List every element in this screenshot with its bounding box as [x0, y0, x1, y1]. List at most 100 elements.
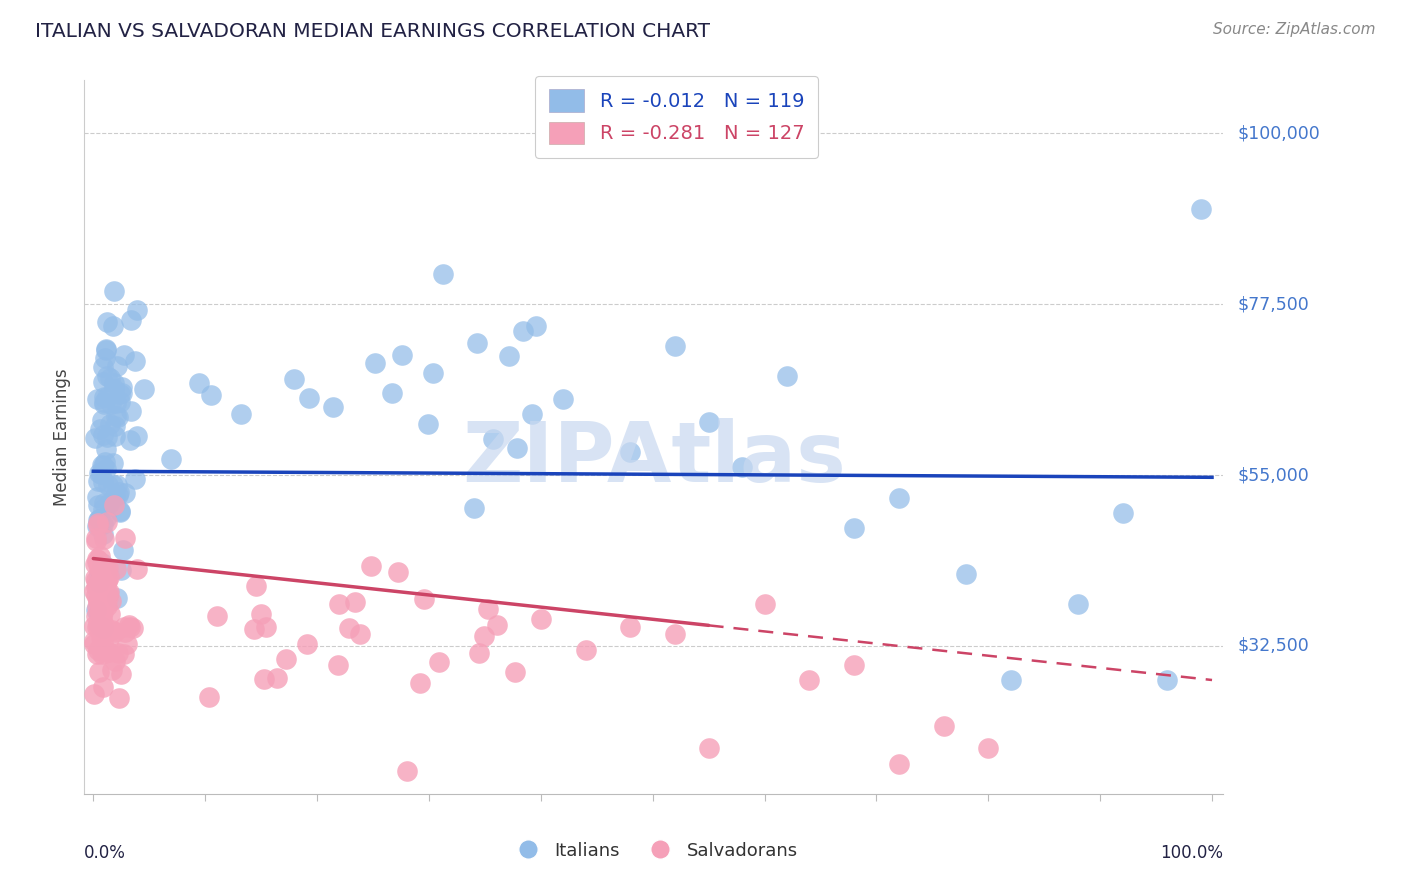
Point — [731, 460, 754, 475]
Point — [200, 388, 222, 402]
Point — [422, 366, 444, 380]
Point — [87, 607, 110, 622]
Point — [101, 623, 124, 637]
Point — [114, 531, 136, 545]
Point — [90, 413, 112, 427]
Point — [94, 646, 117, 660]
Point — [977, 741, 1000, 756]
Point — [89, 600, 111, 615]
Point — [91, 458, 114, 473]
Point — [108, 506, 131, 520]
Point — [104, 490, 127, 504]
Point — [328, 597, 350, 611]
Point — [482, 432, 505, 446]
Point — [90, 569, 112, 583]
Point — [103, 382, 125, 396]
Point — [94, 343, 117, 358]
Point — [799, 673, 821, 687]
Point — [520, 408, 543, 422]
Point — [104, 625, 127, 640]
Point — [90, 600, 112, 615]
Point — [101, 663, 124, 677]
Point — [432, 267, 454, 281]
Point — [90, 610, 112, 624]
Point — [188, 376, 211, 390]
Point — [93, 532, 115, 546]
Point — [1111, 506, 1133, 520]
Point — [472, 629, 495, 643]
Point — [93, 559, 115, 574]
Text: $32,500: $32,500 — [1237, 637, 1309, 655]
Point — [86, 620, 108, 634]
Point — [84, 603, 107, 617]
Point — [512, 324, 534, 338]
Point — [90, 591, 112, 606]
Point — [754, 597, 776, 611]
Point — [328, 658, 350, 673]
Point — [90, 610, 112, 624]
Point — [86, 577, 108, 591]
Point — [103, 477, 125, 491]
Text: ITALIAN VS SALVADORAN MEDIAN EARNINGS CORRELATION CHART: ITALIAN VS SALVADORAN MEDIAN EARNINGS CO… — [35, 22, 710, 41]
Point — [107, 485, 129, 500]
Point — [107, 409, 129, 424]
Text: 100.0%: 100.0% — [1160, 844, 1223, 862]
Point — [120, 403, 142, 417]
Text: Source: ZipAtlas.com: Source: ZipAtlas.com — [1212, 22, 1375, 37]
Point — [86, 519, 108, 533]
Point — [96, 622, 118, 636]
Point — [89, 619, 111, 633]
Point — [118, 618, 141, 632]
Point — [94, 442, 117, 456]
Point — [955, 566, 977, 581]
Point — [1067, 597, 1090, 611]
Point — [96, 368, 118, 383]
Point — [104, 428, 127, 442]
Point — [91, 636, 114, 650]
Point — [100, 397, 122, 411]
Point — [86, 555, 108, 569]
Point — [83, 633, 105, 648]
Point — [887, 756, 910, 771]
Point — [89, 567, 111, 582]
Point — [89, 615, 111, 630]
Point — [503, 665, 526, 680]
Point — [391, 348, 413, 362]
Point — [90, 642, 112, 657]
Point — [932, 718, 955, 732]
Point — [274, 652, 297, 666]
Point — [1156, 673, 1178, 687]
Point — [87, 466, 110, 480]
Point — [468, 646, 491, 660]
Point — [104, 562, 127, 576]
Point — [94, 455, 117, 469]
Point — [364, 356, 387, 370]
Point — [120, 620, 142, 634]
Point — [91, 428, 114, 442]
Point — [122, 621, 145, 635]
Point — [408, 676, 430, 690]
Text: $100,000: $100,000 — [1237, 124, 1320, 143]
Point — [97, 496, 120, 510]
Point — [105, 591, 128, 605]
Point — [87, 593, 110, 607]
Point — [103, 285, 125, 299]
Point — [115, 637, 138, 651]
Point — [87, 499, 110, 513]
Point — [97, 585, 120, 599]
Point — [97, 645, 120, 659]
Point — [87, 643, 110, 657]
Point — [87, 513, 110, 527]
Point — [112, 647, 135, 661]
Point — [111, 386, 134, 401]
Point — [619, 445, 641, 459]
Point — [697, 415, 720, 429]
Point — [93, 562, 115, 576]
Point — [96, 515, 118, 529]
Point — [530, 612, 553, 626]
Point — [87, 552, 110, 566]
Point — [360, 558, 382, 573]
Point — [89, 632, 111, 646]
Point — [298, 391, 321, 405]
Point — [91, 583, 114, 598]
